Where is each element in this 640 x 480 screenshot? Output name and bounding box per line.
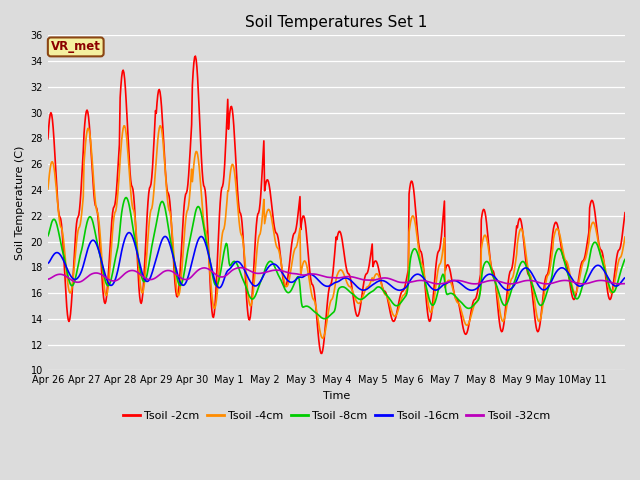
Tsoil -32cm bbox=[218, 274, 225, 280]
Title: Soil Temperatures Set 1: Soil Temperatures Set 1 bbox=[245, 15, 428, 30]
Tsoil -32cm bbox=[44, 276, 52, 282]
Tsoil -2cm bbox=[430, 287, 438, 292]
Tsoil -32cm bbox=[397, 279, 404, 285]
Tsoil -16cm bbox=[125, 230, 133, 236]
Text: VR_met: VR_met bbox=[51, 40, 100, 53]
Tsoil -4cm bbox=[621, 234, 629, 240]
Tsoil -32cm bbox=[112, 278, 120, 284]
Tsoil -2cm bbox=[247, 308, 255, 313]
Line: Tsoil -4cm: Tsoil -4cm bbox=[48, 126, 625, 338]
Tsoil -16cm bbox=[247, 280, 255, 286]
Tsoil -4cm bbox=[112, 208, 120, 214]
Tsoil -32cm bbox=[615, 281, 623, 287]
Tsoil -4cm bbox=[397, 296, 405, 301]
Tsoil -8cm bbox=[397, 299, 405, 304]
Tsoil -8cm bbox=[44, 233, 52, 239]
Tsoil -32cm bbox=[621, 281, 629, 287]
Tsoil -4cm bbox=[319, 336, 326, 341]
Tsoil -8cm bbox=[621, 256, 629, 262]
Tsoil -32cm bbox=[247, 269, 255, 275]
Line: Tsoil -8cm: Tsoil -8cm bbox=[48, 198, 625, 319]
Line: Tsoil -16cm: Tsoil -16cm bbox=[48, 233, 625, 290]
X-axis label: Time: Time bbox=[323, 391, 350, 401]
Tsoil -2cm bbox=[219, 184, 227, 190]
Tsoil -2cm bbox=[397, 289, 405, 295]
Tsoil -8cm bbox=[219, 258, 227, 264]
Tsoil -4cm bbox=[44, 186, 52, 192]
Y-axis label: Soil Temperature (C): Soil Temperature (C) bbox=[15, 146, 25, 260]
Tsoil -4cm bbox=[247, 302, 255, 308]
Line: Tsoil -2cm: Tsoil -2cm bbox=[48, 56, 625, 353]
Legend: Tsoil -2cm, Tsoil -4cm, Tsoil -8cm, Tsoil -16cm, Tsoil -32cm: Tsoil -2cm, Tsoil -4cm, Tsoil -8cm, Tsoi… bbox=[118, 406, 554, 425]
Line: Tsoil -32cm: Tsoil -32cm bbox=[48, 268, 625, 284]
Tsoil -32cm bbox=[429, 280, 437, 286]
Tsoil -8cm bbox=[321, 316, 328, 322]
Tsoil -4cm bbox=[219, 230, 227, 236]
Tsoil -16cm bbox=[112, 276, 120, 281]
Tsoil -16cm bbox=[397, 287, 404, 293]
Tsoil -16cm bbox=[44, 260, 52, 266]
Tsoil -2cm bbox=[112, 197, 120, 203]
Tsoil -8cm bbox=[112, 254, 120, 260]
Tsoil -16cm bbox=[429, 287, 437, 292]
Tsoil -2cm bbox=[269, 213, 276, 219]
Tsoil -4cm bbox=[430, 298, 438, 304]
Tsoil -8cm bbox=[269, 260, 276, 266]
Tsoil -4cm bbox=[269, 224, 276, 229]
Tsoil -2cm bbox=[621, 210, 629, 216]
Tsoil -2cm bbox=[318, 350, 326, 356]
Tsoil -16cm bbox=[621, 275, 629, 281]
Tsoil -32cm bbox=[269, 267, 276, 273]
Tsoil -16cm bbox=[219, 281, 227, 287]
Tsoil -8cm bbox=[430, 301, 438, 307]
Tsoil -4cm bbox=[156, 123, 164, 129]
Tsoil -32cm bbox=[237, 265, 244, 271]
Tsoil -8cm bbox=[122, 195, 130, 201]
Tsoil -2cm bbox=[44, 136, 52, 142]
Tsoil -2cm bbox=[191, 53, 199, 59]
Tsoil -16cm bbox=[468, 288, 476, 293]
Tsoil -8cm bbox=[247, 296, 255, 301]
Tsoil -16cm bbox=[269, 261, 276, 267]
